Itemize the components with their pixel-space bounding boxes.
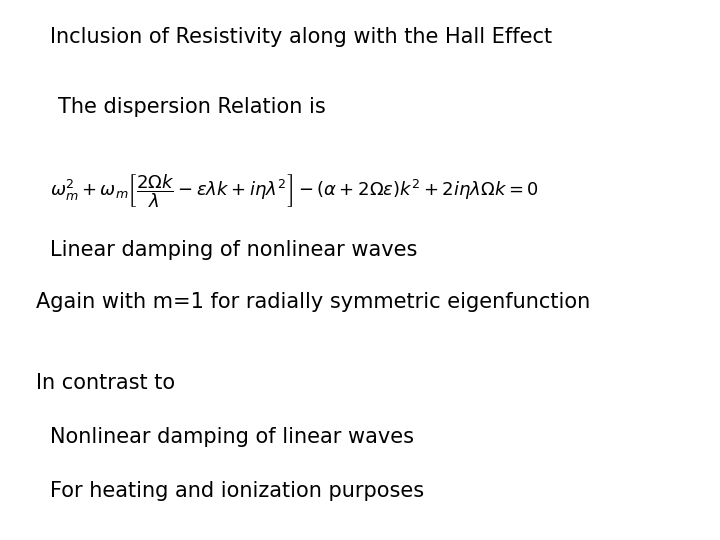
Text: Again with m=1 for radially symmetric eigenfunction: Again with m=1 for radially symmetric ei… [36,292,590,312]
Text: The dispersion Relation is: The dispersion Relation is [58,97,325,117]
Text: Inclusion of Resistivity along with the Hall Effect: Inclusion of Resistivity along with the … [50,27,552,47]
Text: Linear damping of nonlinear waves: Linear damping of nonlinear waves [50,240,418,260]
Text: In contrast to: In contrast to [36,373,175,393]
Text: $\omega_m^2 + \omega_m\left[\dfrac{2\Omega k}{\lambda} - \varepsilon\lambda k + : $\omega_m^2 + \omega_m\left[\dfrac{2\Ome… [50,173,539,211]
Text: Nonlinear damping of linear waves: Nonlinear damping of linear waves [50,427,415,447]
Text: For heating and ionization purposes: For heating and ionization purposes [50,481,425,501]
